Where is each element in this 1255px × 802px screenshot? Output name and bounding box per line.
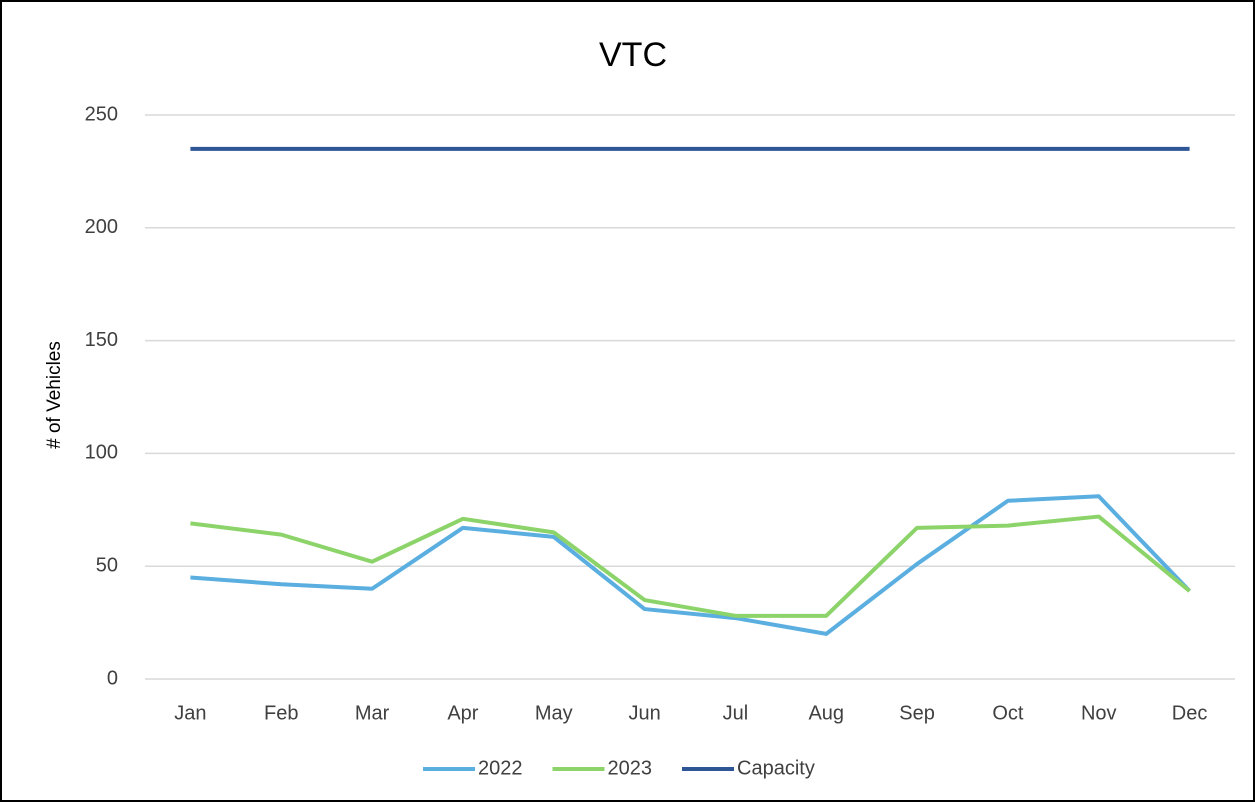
y-tick-label: 100 — [85, 442, 118, 464]
y-tick-label: 150 — [85, 329, 118, 351]
chart-title: VTC — [599, 36, 667, 74]
x-tick-label: Oct — [992, 702, 1024, 724]
x-tick-label: Sep — [899, 702, 935, 724]
y-tick-label: 250 — [85, 103, 118, 125]
line-series — [190, 494, 1192, 636]
line-series — [190, 514, 1191, 618]
x-tick-label: Jul — [723, 702, 749, 724]
x-tick-label: Mar — [355, 702, 390, 724]
x-tick-label: Aug — [808, 702, 844, 724]
y-axis-label: # of Vehicles — [44, 341, 65, 449]
x-tick-label: Jan — [174, 702, 206, 724]
x-tick-label: Dec — [1172, 702, 1208, 724]
x-tick-label: Nov — [1081, 702, 1117, 724]
y-tick-label: 50 — [96, 554, 118, 576]
x-tick-label: Jun — [628, 702, 660, 724]
y-tick-label: 0 — [107, 667, 118, 689]
y-tick-label: 200 — [85, 216, 118, 238]
x-tick-label: Feb — [264, 702, 298, 724]
legend-label: Capacity — [737, 757, 815, 779]
x-tick-label: May — [535, 702, 573, 724]
legend-label: 2023 — [608, 757, 653, 779]
legend-label: 2022 — [478, 757, 523, 779]
x-tick-label: Apr — [447, 702, 478, 724]
